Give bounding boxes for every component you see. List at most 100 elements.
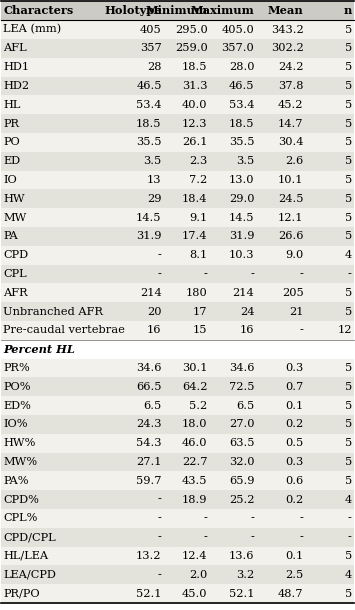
Text: 18.9: 18.9 bbox=[182, 495, 207, 504]
Text: ED: ED bbox=[3, 156, 20, 166]
Text: 5: 5 bbox=[345, 43, 352, 54]
Text: 26.1: 26.1 bbox=[182, 137, 207, 148]
Text: 12.4: 12.4 bbox=[182, 551, 207, 561]
Text: 15: 15 bbox=[193, 325, 207, 336]
Text: 5: 5 bbox=[345, 118, 352, 129]
Text: 5: 5 bbox=[345, 551, 352, 561]
Text: 295.0: 295.0 bbox=[175, 24, 207, 35]
Bar bbox=[1, 359, 354, 378]
Text: 31.9: 31.9 bbox=[136, 231, 162, 242]
Text: PA%: PA% bbox=[3, 476, 29, 486]
Text: 46.5: 46.5 bbox=[136, 81, 162, 91]
Text: 66.5: 66.5 bbox=[136, 382, 162, 392]
Text: 13.6: 13.6 bbox=[229, 551, 254, 561]
Text: 3.2: 3.2 bbox=[236, 570, 254, 580]
Text: 27.1: 27.1 bbox=[136, 457, 162, 467]
Bar bbox=[1, 58, 354, 77]
Text: 0.3: 0.3 bbox=[285, 363, 304, 373]
Text: 5: 5 bbox=[345, 457, 352, 467]
Text: 5: 5 bbox=[345, 363, 352, 373]
Text: -: - bbox=[158, 514, 162, 523]
Bar bbox=[1, 472, 354, 490]
Text: 52.1: 52.1 bbox=[136, 589, 162, 598]
Text: -: - bbox=[203, 532, 207, 542]
Text: 14.5: 14.5 bbox=[136, 212, 162, 223]
Text: 2.6: 2.6 bbox=[285, 156, 304, 166]
Bar bbox=[1, 208, 354, 227]
Text: 46.0: 46.0 bbox=[182, 438, 207, 448]
Text: IO: IO bbox=[3, 175, 17, 185]
Text: 31.9: 31.9 bbox=[229, 231, 254, 242]
Text: CPD: CPD bbox=[3, 250, 28, 260]
Bar bbox=[1, 227, 354, 246]
Text: -: - bbox=[158, 269, 162, 279]
Text: -: - bbox=[348, 514, 352, 523]
Bar bbox=[1, 565, 354, 584]
Text: Minimum: Minimum bbox=[145, 5, 207, 16]
Text: Maximum: Maximum bbox=[191, 5, 254, 16]
Text: PR: PR bbox=[3, 118, 19, 129]
Text: -: - bbox=[250, 514, 254, 523]
Text: 302.2: 302.2 bbox=[271, 43, 304, 54]
Text: Percent HL: Percent HL bbox=[3, 343, 75, 354]
Text: 405: 405 bbox=[140, 24, 162, 35]
Text: 4: 4 bbox=[345, 495, 352, 504]
Text: 18.5: 18.5 bbox=[182, 62, 207, 72]
Bar bbox=[1, 547, 354, 565]
Text: LEA (mm): LEA (mm) bbox=[3, 24, 61, 35]
Bar bbox=[1, 302, 354, 321]
Text: 48.7: 48.7 bbox=[278, 589, 304, 598]
Text: 7.2: 7.2 bbox=[189, 175, 207, 185]
Bar bbox=[1, 133, 354, 152]
Text: -: - bbox=[203, 269, 207, 279]
Text: 24.2: 24.2 bbox=[278, 62, 304, 72]
Text: CPD/CPL: CPD/CPL bbox=[3, 532, 56, 542]
Text: 17.4: 17.4 bbox=[182, 231, 207, 242]
Text: -: - bbox=[158, 495, 162, 504]
Bar bbox=[1, 1, 354, 20]
Text: 35.5: 35.5 bbox=[136, 137, 162, 148]
Text: Pre-caudal vertebrae: Pre-caudal vertebrae bbox=[3, 325, 125, 336]
Text: 18.4: 18.4 bbox=[182, 194, 207, 204]
Text: 5: 5 bbox=[345, 476, 352, 486]
Bar bbox=[1, 396, 354, 415]
Text: Characters: Characters bbox=[3, 5, 73, 16]
Text: 5: 5 bbox=[345, 24, 352, 35]
Text: 32.0: 32.0 bbox=[229, 457, 254, 467]
Text: 214: 214 bbox=[233, 288, 254, 298]
Text: 25.2: 25.2 bbox=[229, 495, 254, 504]
Text: 0.1: 0.1 bbox=[285, 551, 304, 561]
Bar bbox=[1, 528, 354, 547]
Text: 20: 20 bbox=[147, 307, 162, 317]
Text: Holotype: Holotype bbox=[104, 5, 162, 16]
Text: PO: PO bbox=[3, 137, 20, 148]
Text: 5: 5 bbox=[345, 81, 352, 91]
Text: 18.5: 18.5 bbox=[229, 118, 254, 129]
Text: PO%: PO% bbox=[3, 382, 31, 392]
Text: n: n bbox=[344, 5, 352, 16]
Text: 14.5: 14.5 bbox=[229, 212, 254, 223]
Text: 5: 5 bbox=[345, 100, 352, 110]
Text: 40.0: 40.0 bbox=[182, 100, 207, 110]
Text: -: - bbox=[158, 570, 162, 580]
Text: 30.1: 30.1 bbox=[182, 363, 207, 373]
Bar bbox=[1, 39, 354, 58]
Text: 205: 205 bbox=[282, 288, 304, 298]
Text: 52.1: 52.1 bbox=[229, 589, 254, 598]
Bar bbox=[1, 265, 354, 284]
Bar bbox=[1, 490, 354, 509]
Text: 16: 16 bbox=[240, 325, 254, 336]
Text: 72.5: 72.5 bbox=[229, 382, 254, 392]
Text: 5: 5 bbox=[345, 175, 352, 185]
Text: 28.0: 28.0 bbox=[229, 62, 254, 72]
Text: 53.4: 53.4 bbox=[136, 100, 162, 110]
Text: 28: 28 bbox=[147, 62, 162, 72]
Text: 5: 5 bbox=[345, 589, 352, 598]
Text: -: - bbox=[203, 514, 207, 523]
Text: 0.3: 0.3 bbox=[285, 457, 304, 467]
Bar bbox=[1, 189, 354, 208]
Text: 24: 24 bbox=[240, 307, 254, 317]
Text: 10.1: 10.1 bbox=[278, 175, 304, 185]
Text: 22.7: 22.7 bbox=[182, 457, 207, 467]
Bar bbox=[1, 378, 354, 396]
